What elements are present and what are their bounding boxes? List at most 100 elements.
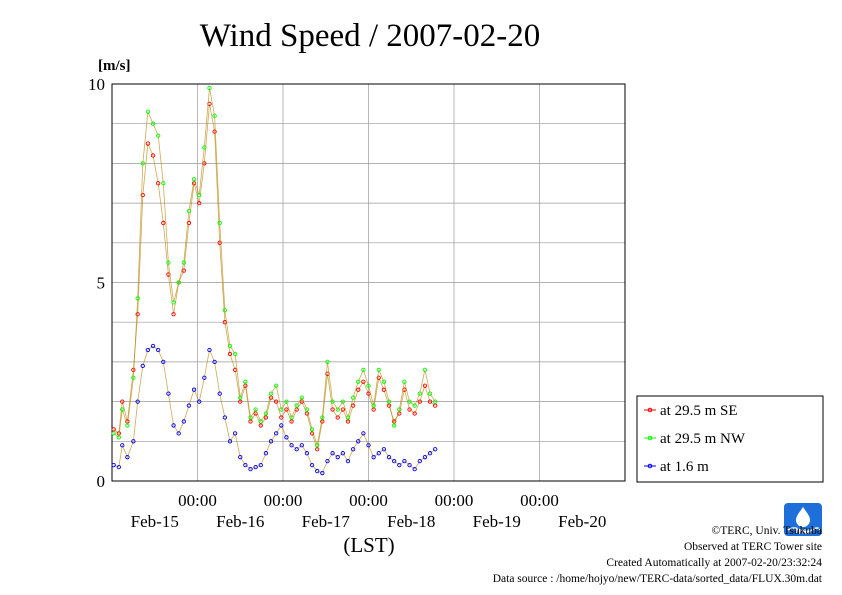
observed-text: Observed at TERC Tower site [684, 541, 822, 553]
data-point [335, 455, 340, 460]
data-point [248, 466, 253, 472]
data-point [140, 363, 145, 369]
data-point [371, 403, 376, 408]
data-point [191, 177, 197, 182]
data-point [417, 399, 422, 404]
data-point [207, 347, 212, 353]
data-point [427, 391, 433, 396]
chart-title: Wind Speed / 2007-02-20 [200, 18, 541, 54]
data-point [227, 343, 233, 349]
data-point [422, 455, 428, 460]
x-axis-label: (LST) [343, 533, 394, 557]
data-point [376, 367, 381, 372]
data-point [166, 391, 171, 396]
data-point [433, 447, 438, 452]
data-point [366, 383, 371, 388]
data-point [212, 359, 217, 365]
y-tick-label: 5 [97, 274, 106, 293]
data-point [284, 399, 289, 404]
data-point [361, 379, 366, 384]
series-line [113, 103, 436, 450]
legend-label: at 29.5 m NW [660, 431, 746, 447]
data-point [304, 407, 310, 412]
data-point [350, 395, 356, 400]
data-point [186, 403, 192, 408]
data-point [274, 431, 279, 436]
data-point [330, 451, 335, 456]
data-point [371, 407, 376, 412]
data-point [330, 399, 335, 404]
data-point [181, 419, 186, 424]
data-point [279, 415, 284, 420]
x-time-tick-label: 00:00 [178, 491, 217, 510]
data-point [171, 312, 176, 317]
data-point [402, 379, 407, 384]
data-point [135, 399, 140, 404]
data-point [427, 451, 433, 456]
data-point [366, 443, 371, 448]
data-point [274, 383, 279, 388]
data-point [258, 419, 263, 424]
y-axis-unit: [m/s] [98, 58, 131, 74]
data-point [263, 451, 269, 456]
data-point [376, 451, 381, 456]
legend: at 29.5 m SE at 29.5 m NW at 1.6 m [636, 395, 824, 483]
x-date-label: Feb-19 [473, 512, 521, 531]
data-point [156, 347, 161, 353]
data-point [111, 427, 116, 432]
data-point [212, 129, 217, 134]
data-point [304, 451, 310, 456]
data-point [161, 359, 166, 365]
data-point [263, 411, 269, 416]
data-point [140, 161, 145, 166]
data-point [299, 443, 304, 448]
terc-logo-icon: TERC [784, 503, 822, 536]
created-text: Created Automatically at 2007-02-20/23:3… [606, 557, 822, 569]
data-point [111, 431, 116, 436]
data-point [232, 431, 238, 436]
data-point [309, 427, 315, 432]
data-point [161, 181, 166, 186]
data-point [268, 439, 274, 444]
data-point [345, 415, 351, 420]
series-2 [111, 85, 438, 448]
data-point [284, 407, 289, 412]
x-date-label: Feb-15 [131, 512, 179, 531]
data-point [335, 415, 340, 420]
y-tick-label: 0 [97, 472, 106, 491]
series-line [113, 345, 436, 474]
data-point [202, 375, 207, 380]
data-point [268, 395, 274, 400]
data-point [391, 458, 397, 464]
logo-text: TERC [795, 530, 812, 536]
legend-marker [647, 435, 653, 441]
data-point [315, 447, 320, 452]
copyright-text: ©TERC, Univ. Tsukuba [712, 525, 822, 537]
data-point [402, 458, 407, 464]
data-point [407, 399, 412, 404]
data-point [156, 133, 161, 138]
data-point [407, 462, 412, 468]
data-point [243, 379, 248, 384]
data-point [166, 260, 171, 265]
data-point [376, 375, 381, 380]
data-point [340, 451, 345, 456]
data-point [207, 85, 212, 91]
data-point [248, 415, 253, 420]
data-point [335, 407, 340, 412]
data-point [289, 415, 294, 420]
x-time-tick-label: 00:00 [435, 491, 474, 510]
legend-label: at 1.6 m [660, 459, 709, 475]
data-point [320, 415, 325, 420]
data-point [315, 443, 320, 448]
data-point [274, 399, 279, 404]
data-point [356, 439, 361, 444]
data-point [145, 347, 151, 353]
data-point [422, 367, 428, 372]
x-date-label: Feb-20 [558, 512, 606, 531]
data-point [181, 260, 186, 265]
data-point [171, 423, 176, 428]
data-point [156, 181, 161, 186]
source-text: Data source : /home/hojyo/new/TERC-data/… [493, 573, 823, 585]
data-point [150, 343, 156, 349]
